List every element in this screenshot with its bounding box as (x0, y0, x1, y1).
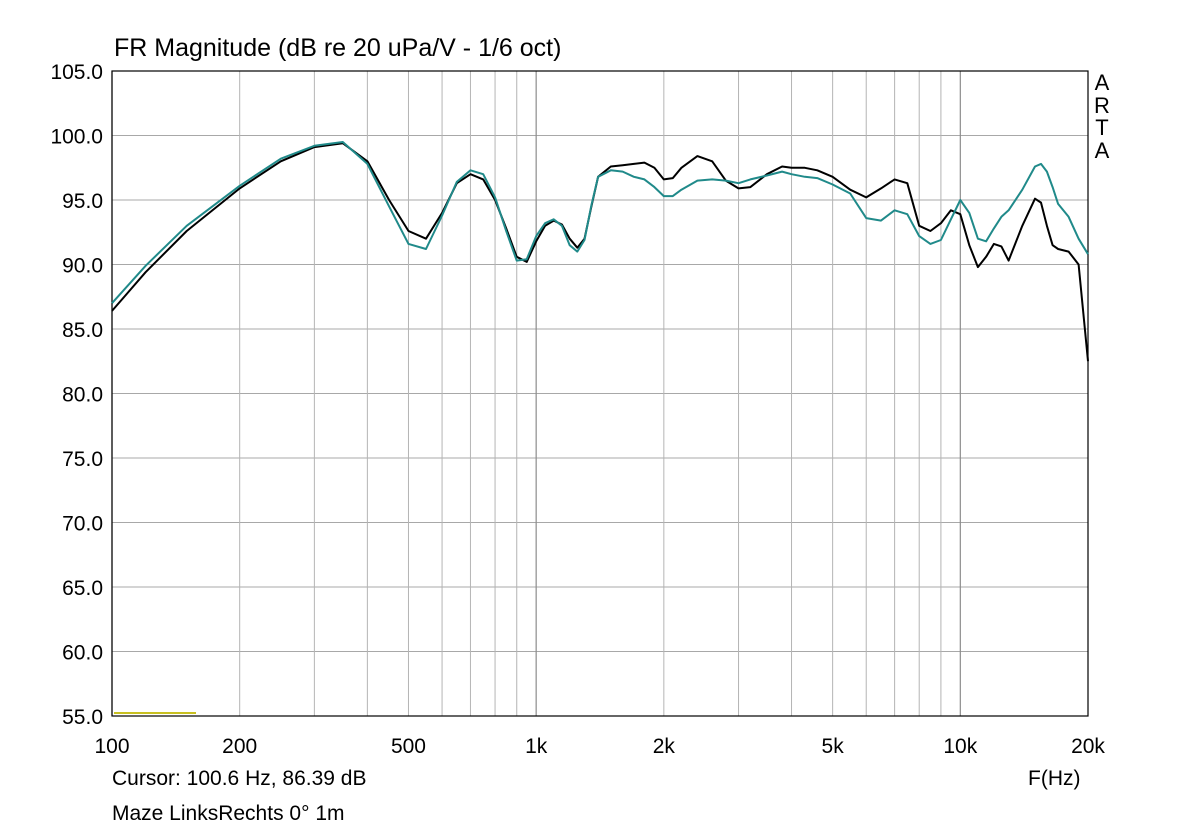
x-tick-label: 10k (943, 735, 977, 758)
measurement-name: Maze LinksRechts 0° 1m (112, 802, 345, 825)
y-tick-label: 100.0 (50, 126, 103, 149)
y-tick-label: 105.0 (50, 61, 103, 84)
series-line-2 (111, 141, 1089, 304)
y-tick-label: 85.0 (62, 319, 103, 342)
x-tick-label: 200 (222, 735, 257, 758)
y-axis-tick-labels: 55.0 60.0 65.0 70.0 75.0 80.0 85.0 90.0 95.0 100.… (50, 61, 103, 729)
brand-letter: R (1094, 92, 1110, 118)
brand-letter: A (1094, 137, 1110, 163)
x-axis-tick-labels: 100 200 500 1k 2k 5k 10k 20k (94, 735, 1105, 758)
x-tick-label: 1k (525, 735, 548, 758)
x-tick-label: 500 (391, 735, 426, 758)
y-tick-label: 70.0 (62, 513, 103, 536)
y-tick-label: 75.0 (62, 448, 103, 471)
x-tick-label: 20k (1071, 735, 1105, 758)
y-tick-label: 90.0 (62, 255, 103, 278)
y-tick-label: 65.0 (62, 577, 103, 600)
x-tick-label: 2k (653, 735, 676, 758)
brand-letter: A (1094, 70, 1110, 95)
y-tick-label: 55.0 (62, 706, 103, 729)
plot-frame (111, 70, 1089, 717)
cursor-readout: Cursor: 100.6 Hz, 86.39 dB (112, 767, 367, 790)
x-tick-label: 5k (822, 735, 845, 758)
y-tick-label: 80.0 (62, 384, 103, 407)
y-tick-label: 95.0 (62, 190, 103, 213)
brand-letter: T (1095, 115, 1109, 140)
x-tick-label: 100 (94, 735, 129, 758)
chart-title: FR Magnitude (dB re 20 uPa/V - 1/6 oct) (114, 34, 562, 62)
series-layer (111, 141, 1089, 362)
x-axis-label: F(Hz) (1028, 767, 1081, 790)
y-tick-label: 60.0 (62, 642, 103, 665)
